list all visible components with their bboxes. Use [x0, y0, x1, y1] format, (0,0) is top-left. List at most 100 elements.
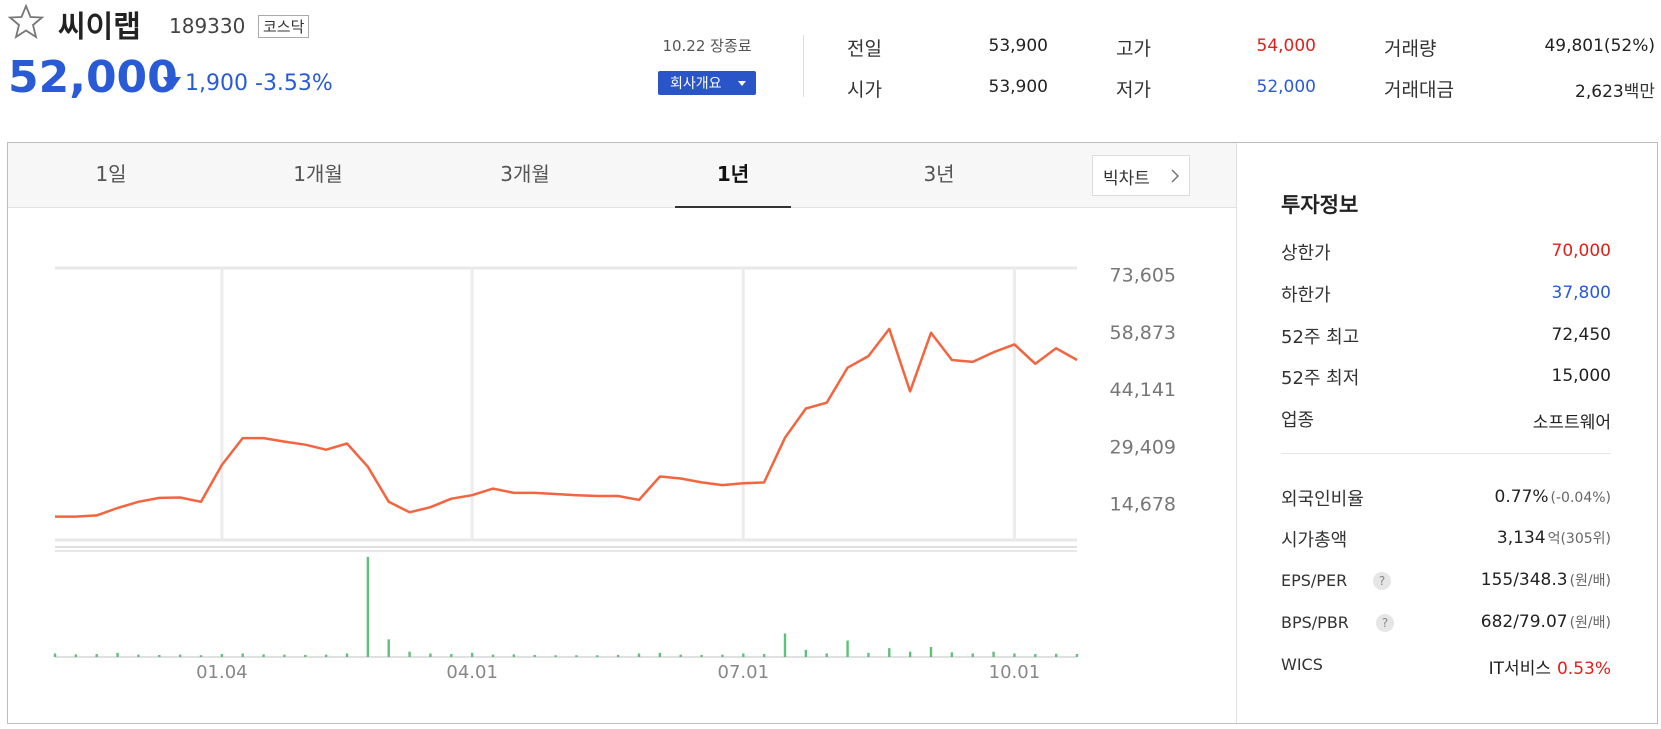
- volume-bar: [1054, 653, 1058, 657]
- volume-bar: [408, 651, 411, 657]
- chevron-icon: [1171, 169, 1180, 183]
- volume-bar: [95, 654, 98, 657]
- volume-bar: [345, 653, 349, 657]
- volume-bar: [53, 653, 57, 657]
- period-tab[interactable]: 1일: [95, 162, 127, 186]
- value-note: 억(305위): [1547, 531, 1611, 547]
- invest-row: 외국인비율 0.77% (-0.04%): [1281, 485, 1611, 511]
- value-note: (-0.04%): [1550, 490, 1611, 506]
- volume-bar: [262, 654, 265, 657]
- volume-bar: [1075, 654, 1079, 657]
- period-tab-active[interactable]: 1년: [716, 162, 750, 186]
- favorite-star[interactable]: [7, 3, 45, 40]
- period-tab[interactable]: 3개월: [500, 162, 550, 186]
- summary-value: 52,000: [1256, 77, 1316, 97]
- change-rate: -3.53%: [255, 71, 333, 96]
- volume-bar: [783, 633, 787, 657]
- volume-bar: [804, 649, 808, 657]
- summary-value: 53,900: [988, 77, 1048, 97]
- volume-bar: [199, 655, 203, 657]
- volume-bar: [762, 654, 766, 657]
- value-number: 682/79.07: [1480, 612, 1568, 632]
- invest-title: 투자정보: [1281, 193, 1359, 217]
- big-chart-button[interactable]: 빅차트: [1092, 155, 1190, 196]
- invest-row: BPS/PBR? 682/79.07 (원/배): [1281, 610, 1611, 636]
- volume-bar: [470, 652, 474, 657]
- invest-label: 52주 최저: [1281, 368, 1360, 389]
- x-tick-label: 10.01: [989, 662, 1041, 683]
- summary-label: 거래량: [1384, 38, 1437, 60]
- y-tick-label: 29,409: [1110, 436, 1176, 458]
- period-tab[interactable]: 1개월: [293, 162, 343, 186]
- volume-bar: [554, 655, 557, 657]
- invest-row: 52주 최저 15,000: [1281, 364, 1611, 390]
- volume-bar: [888, 648, 891, 657]
- y-tick-label: 44,141: [1110, 379, 1176, 401]
- value-note: (원/배): [1569, 573, 1611, 589]
- volume-bar: [616, 654, 620, 657]
- invest-label: 상한가: [1281, 243, 1331, 264]
- invest-row: EPS/PER? 155/348.3 (원/배): [1281, 568, 1611, 594]
- invest-row: 52주 최고 72,450: [1281, 323, 1611, 349]
- volume-bar: [387, 639, 390, 657]
- tab-bar: [8, 143, 1236, 207]
- invest-value: 682/79.07 (원/배): [1481, 612, 1611, 632]
- volume-bar: [596, 655, 599, 657]
- value-note: 0.53%: [1556, 659, 1611, 679]
- help-icon[interactable]: ?: [1376, 614, 1394, 632]
- volume-bar: [137, 654, 140, 657]
- invest-value: 155/348.3 (원/배): [1481, 570, 1611, 590]
- value-number: 155/348.3: [1480, 570, 1568, 590]
- company-button[interactable]: 회사개요: [658, 71, 756, 95]
- invest-label: 업종: [1281, 410, 1315, 431]
- invest-label: WICS: [1281, 655, 1323, 674]
- volume-bar: [220, 654, 224, 657]
- volume-bar: [429, 653, 432, 657]
- volume-bar: [846, 640, 849, 657]
- period-tab[interactable]: 3년: [923, 162, 955, 186]
- volume-bar: [304, 654, 307, 657]
- volume-bar: [1013, 653, 1016, 657]
- volume-bar: [950, 652, 954, 657]
- current-price: 52,000: [8, 52, 178, 103]
- invest-value: 72,450: [1551, 325, 1611, 345]
- dropdown-caret: [738, 81, 746, 86]
- volume-bar: [74, 654, 78, 657]
- volume-bar: [283, 654, 286, 657]
- summary-value: 2,623백만: [1575, 77, 1655, 102]
- volume-bar: [116, 652, 119, 657]
- help-icon[interactable]: ?: [1373, 572, 1391, 590]
- invest-value: 70,000: [1551, 241, 1611, 261]
- summary-value: 49,801(52%): [1544, 36, 1655, 56]
- volume-bar: [241, 653, 244, 657]
- volume-bar: [742, 653, 745, 657]
- invest-label: 52주 최고: [1281, 327, 1360, 348]
- volume-bar: [700, 654, 703, 657]
- value-note: (원/배): [1569, 615, 1611, 631]
- invest-value: 15,000: [1551, 366, 1611, 386]
- market-badge: 코스닥: [258, 15, 310, 38]
- summary-label: 고가: [1116, 38, 1151, 60]
- panel-border: [7, 142, 1658, 724]
- invest-label: 시가총액: [1281, 530, 1348, 551]
- volume-bar: [366, 556, 370, 657]
- value-number: 0.77%: [1494, 487, 1549, 507]
- volume-bar: [637, 653, 641, 657]
- invest-row: 상한가 70,000: [1281, 239, 1611, 265]
- volume-bar: [1034, 654, 1037, 657]
- summary-value: 54,000: [1256, 36, 1316, 56]
- summary-label: 시가: [847, 79, 882, 101]
- volume-bar: [575, 655, 578, 657]
- invest-value: 37,800: [1551, 283, 1611, 303]
- volume-bar: [658, 652, 662, 657]
- invest-row: 시가총액 3,134 억(305위): [1281, 526, 1611, 552]
- invest-value: IT서비스 0.53%: [1489, 654, 1611, 679]
- x-tick-label: 07.01: [718, 662, 770, 683]
- volume-bar: [324, 654, 328, 657]
- summary-label: 저가: [1116, 79, 1151, 101]
- down-arrow: [163, 77, 181, 90]
- invest-value: 소프트웨어: [1532, 413, 1611, 433]
- y-tick-label: 14,678: [1110, 494, 1176, 516]
- x-tick-label: 01.04: [196, 662, 248, 683]
